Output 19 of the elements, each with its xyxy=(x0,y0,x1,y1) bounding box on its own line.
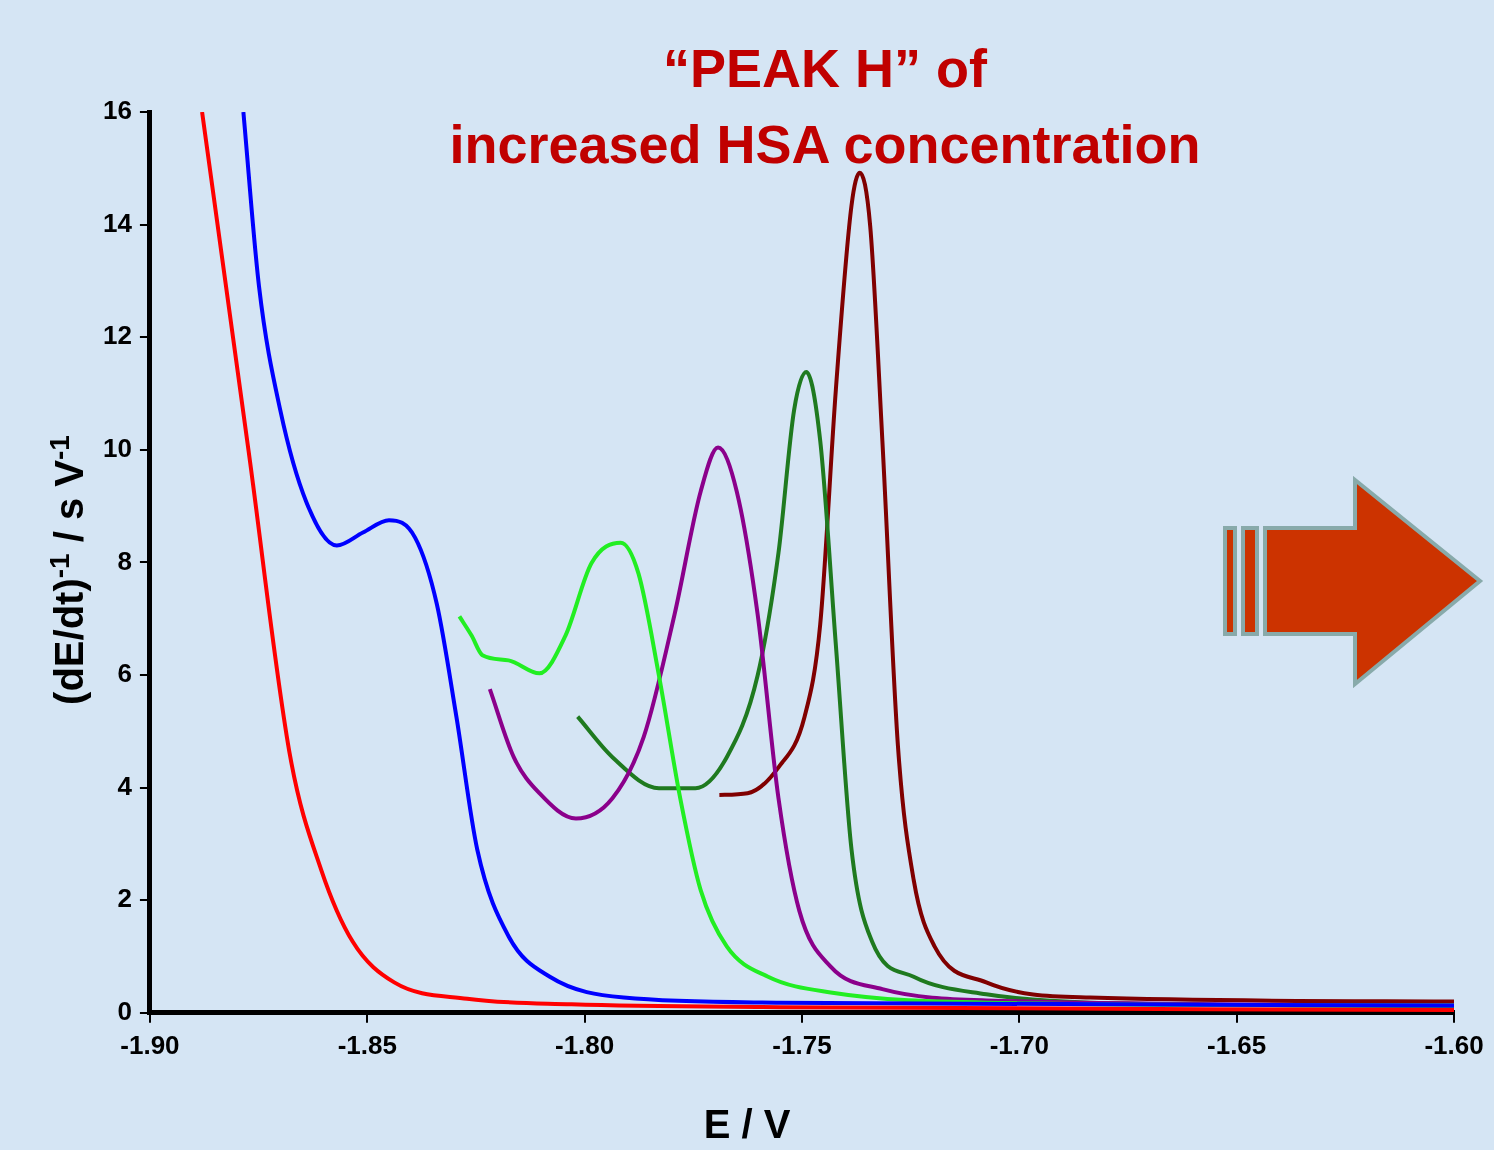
y-tick-label: 10 xyxy=(103,432,132,463)
x-tick-label: -1.70 xyxy=(989,1029,1049,1060)
y-tick-label: 16 xyxy=(103,95,132,126)
y-tick-label: 8 xyxy=(117,545,132,576)
y-tick-label: 2 xyxy=(117,883,132,914)
y-tick-label: 4 xyxy=(117,770,133,801)
y-tick-label: 0 xyxy=(117,995,132,1026)
x-tick-label: -1.85 xyxy=(337,1029,397,1060)
x-tick-label: -1.65 xyxy=(1207,1029,1267,1060)
x-axis-title: E / V xyxy=(702,1102,792,1147)
y-tick-label: 6 xyxy=(117,658,132,689)
y-tick-label: 14 xyxy=(103,207,133,238)
y-tick-label: 12 xyxy=(103,320,132,351)
x-tick-label: -1.75 xyxy=(772,1029,832,1060)
x-tick-label: -1.60 xyxy=(1424,1029,1484,1060)
x-tick-label: -1.80 xyxy=(554,1029,615,1060)
x-tick-label: -1.90 xyxy=(120,1029,180,1060)
line-series xyxy=(717,170,1454,1004)
chart-title: “PEAK H” of increased HSA concentration xyxy=(448,37,1202,176)
